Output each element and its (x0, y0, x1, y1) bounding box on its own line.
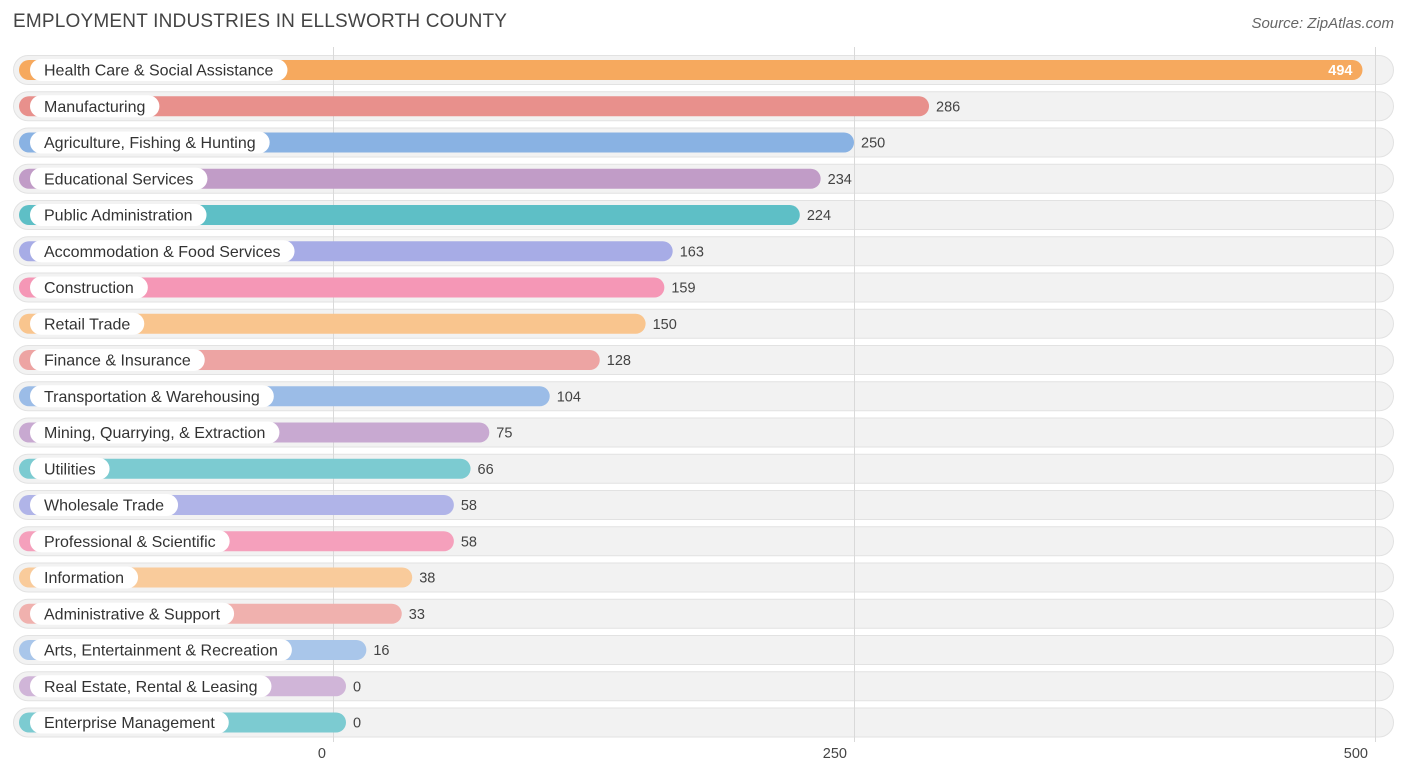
label-pill (30, 602, 235, 625)
category-label: Wholesale Trade (44, 498, 164, 515)
label-pill (30, 494, 179, 516)
value-label: 286 (936, 99, 960, 115)
category-label: Retail Trade (44, 316, 130, 333)
category-label: Finance & Insurance (44, 353, 191, 370)
value-label: 163 (680, 244, 704, 260)
label-pill (30, 421, 280, 444)
category-label: Information (44, 570, 124, 587)
bar (19, 205, 800, 225)
label-pill (30, 167, 208, 190)
label-pill (30, 711, 229, 734)
label-pill (30, 349, 205, 371)
label-pill (30, 385, 274, 408)
label-pill (30, 131, 270, 154)
label-pill (30, 675, 272, 698)
value-label: 16 (373, 643, 389, 659)
label-pill (30, 457, 110, 480)
value-label: 0 (353, 716, 361, 732)
value-label: 0 (353, 679, 361, 695)
value-label: 250 (861, 136, 885, 152)
label-pill (30, 530, 230, 553)
category-label: Transportation & Warehousing (44, 389, 260, 406)
category-label: Professional & Scientific (44, 534, 216, 551)
value-label: 33 (409, 607, 425, 623)
category-label: Enterprise Management (44, 715, 215, 732)
bars: Health Care & Social Assistance 494 Manufa… (19, 59, 1363, 734)
category-label: Construction (44, 280, 134, 297)
bar (19, 96, 930, 117)
category-label: Administrative & Support (44, 606, 221, 623)
value-label: 104 (557, 389, 581, 405)
row-track (13, 707, 1394, 738)
bar (19, 458, 471, 479)
value-label: 494 (1328, 63, 1352, 79)
label-pill (30, 59, 288, 81)
value-label: 66 (478, 462, 494, 478)
bar (19, 277, 665, 298)
bar (19, 60, 1363, 80)
category-label: Accommodation & Food Services (44, 244, 281, 261)
chart-title: EMPLOYMENT INDUSTRIES IN ELLSWORTH COUNT… (13, 11, 508, 32)
value-label: 38 (419, 571, 435, 587)
value-label: 58 (461, 498, 477, 514)
value-label: 128 (607, 353, 631, 369)
label-pill (30, 204, 207, 226)
label-pill (30, 312, 145, 335)
category-label: Utilities (44, 461, 96, 478)
x-tick-label: 0 (318, 746, 326, 762)
value-label: 234 (828, 172, 852, 188)
category-label: Public Administration (44, 208, 193, 225)
bar (19, 168, 821, 189)
label-pill (30, 95, 160, 118)
chart-source: Source: ZipAtlas.com (1251, 15, 1394, 32)
label-pill (30, 276, 148, 299)
value-label: 224 (807, 208, 831, 224)
value-label: 58 (461, 534, 477, 550)
value-label: 159 (671, 281, 695, 297)
category-label: Real Estate, Rental & Leasing (44, 679, 257, 696)
x-axis-ticks: 0 250 500 (318, 746, 1368, 762)
category-label: Agriculture, Fishing & Hunting (44, 135, 256, 152)
label-pill (30, 639, 292, 661)
category-label: Health Care & Social Assistance (44, 63, 274, 80)
x-tick-label: 250 (823, 746, 847, 762)
x-tick-label: 500 (1344, 746, 1368, 762)
category-label: Manufacturing (44, 99, 145, 116)
label-pill (30, 566, 139, 589)
label-pill (30, 240, 295, 263)
category-label: Arts, Entertainment & Recreation (44, 643, 278, 660)
row-track (13, 671, 1394, 702)
value-label: 150 (653, 317, 677, 333)
bar (19, 313, 646, 334)
value-label: 75 (496, 426, 512, 442)
category-label: Mining, Quarrying, & Extraction (44, 425, 265, 442)
category-label: Educational Services (44, 171, 193, 188)
